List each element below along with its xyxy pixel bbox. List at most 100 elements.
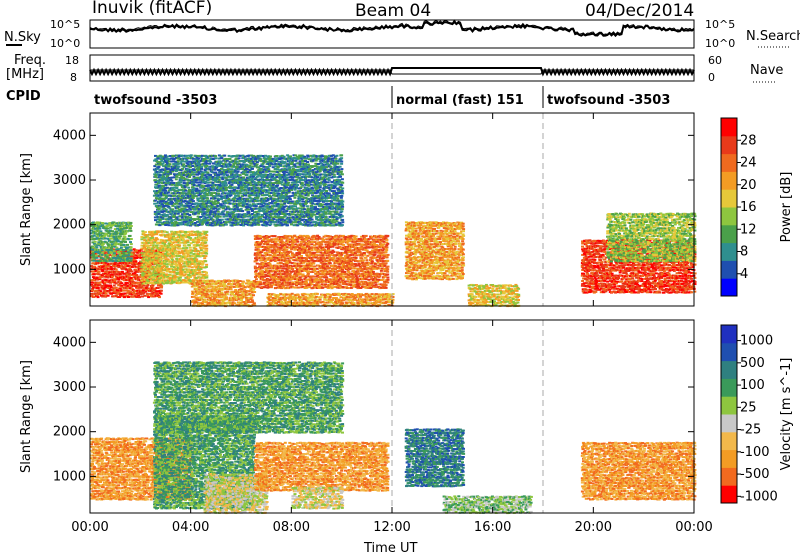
heatmap-cell	[259, 237, 262, 240]
heatmap-cell	[130, 270, 134, 273]
heatmap-cell	[180, 247, 184, 250]
heatmap-cell	[172, 281, 176, 284]
heatmap-cell	[115, 222, 119, 225]
heatmap-cell	[133, 256, 137, 259]
heatmap-cell	[189, 237, 193, 240]
heatmap-cell	[108, 287, 112, 290]
heatmap-cell	[139, 290, 143, 293]
heatmap-cell	[138, 275, 142, 278]
heatmap-cell	[97, 273, 101, 276]
heatmap-cell	[197, 244, 201, 247]
heatmap-cell	[360, 257, 364, 260]
heatmap-cell	[324, 283, 328, 286]
heatmap-cell	[375, 240, 379, 243]
heatmap-cell	[107, 274, 111, 277]
heatmap-cell	[296, 240, 300, 243]
heatmap-cell	[95, 246, 99, 249]
heatmap-cell	[121, 240, 125, 243]
heatmap-cell	[302, 240, 306, 243]
heatmap-cell	[271, 276, 274, 279]
heatmap-cell	[246, 293, 250, 296]
heatmap-cell	[175, 282, 179, 284]
heatmap-cell	[331, 269, 335, 272]
heatmap-cell	[316, 238, 319, 241]
heatmap-cell	[135, 274, 139, 277]
heatmap-cell	[324, 241, 327, 243]
heatmap-cell	[308, 283, 312, 286]
heatmap-cell	[96, 224, 100, 226]
heatmap-cell	[328, 270, 332, 272]
heatmap-cell	[90, 248, 94, 251]
heatmap-cell	[325, 238, 329, 241]
heatmap-cell	[308, 286, 312, 289]
heatmap-cell	[197, 250, 201, 253]
heatmap-cell	[106, 276, 110, 279]
heatmap-cell	[329, 281, 333, 284]
heatmap-cell	[319, 251, 323, 254]
heatmap-cell	[95, 256, 99, 259]
heatmap-cell	[148, 257, 151, 260]
heatmap-cell	[116, 276, 120, 279]
heatmap-cell	[151, 236, 155, 239]
heatmap-cell	[226, 288, 230, 291]
heatmap-cell	[379, 269, 383, 272]
heatmap-cell	[376, 261, 380, 264]
heatmap-cell	[119, 246, 123, 249]
heatmap-cell	[187, 234, 191, 237]
heatmap-cell	[381, 278, 385, 281]
heatmap-cell	[266, 238, 270, 241]
heatmap-cell	[178, 247, 182, 250]
heatmap-cell	[306, 272, 310, 275]
heatmap-cell	[342, 243, 346, 246]
heatmap-cell	[332, 250, 336, 253]
heatmap-cell	[98, 232, 102, 235]
heatmap-cell	[237, 298, 241, 301]
heatmap-cell	[336, 270, 340, 272]
heatmap-cell	[109, 284, 112, 287]
heatmap-cell	[320, 278, 324, 281]
heatmap-cell	[287, 283, 291, 286]
heatmap-cell	[181, 238, 185, 241]
heatmap-cell	[179, 263, 183, 266]
heatmap-cell	[297, 251, 301, 254]
heatmap-cell	[118, 252, 122, 255]
heatmap-cell	[94, 270, 98, 272]
heatmap-cell	[282, 265, 286, 268]
heatmap-cell	[299, 286, 303, 289]
heatmap-cell	[190, 233, 193, 235]
heatmap-cell	[294, 280, 298, 283]
heatmap-cell	[331, 286, 335, 289]
heatmap-cell	[259, 281, 263, 284]
heatmap-cell	[148, 247, 152, 250]
heatmap-cell	[171, 253, 175, 255]
heatmap-cell	[290, 262, 294, 265]
heatmap-cell	[102, 272, 105, 275]
heatmap-cell	[118, 266, 122, 268]
heatmap-cell	[169, 274, 173, 277]
heatmap-cell	[180, 251, 184, 254]
heatmap-cell	[167, 268, 171, 270]
heatmap-cell	[115, 243, 119, 246]
heatmap-cell	[203, 250, 207, 253]
heatmap-cell	[212, 298, 216, 301]
heatmap-cell	[194, 265, 198, 268]
heatmap-cell	[137, 278, 141, 281]
heatmap-cell	[171, 262, 175, 265]
heatmap-cell	[190, 234, 194, 237]
heatmap-cell	[251, 283, 255, 286]
heatmap-cell	[295, 275, 299, 278]
heatmap-cell	[193, 263, 197, 266]
heatmap-cell	[156, 293, 159, 296]
heatmap-cell	[324, 234, 328, 237]
heatmap-cell	[283, 267, 287, 270]
heatmap-cell	[154, 294, 158, 297]
heatmap-cell	[174, 262, 178, 265]
heatmap-cell	[180, 260, 184, 263]
heatmap-cell	[184, 279, 188, 282]
heatmap-cell	[117, 254, 121, 257]
heatmap-cell	[128, 227, 132, 230]
heatmap-cell	[101, 246, 105, 249]
heatmap-cell	[108, 271, 112, 274]
heatmap-cell	[190, 255, 194, 258]
heatmap-cell	[285, 260, 289, 263]
